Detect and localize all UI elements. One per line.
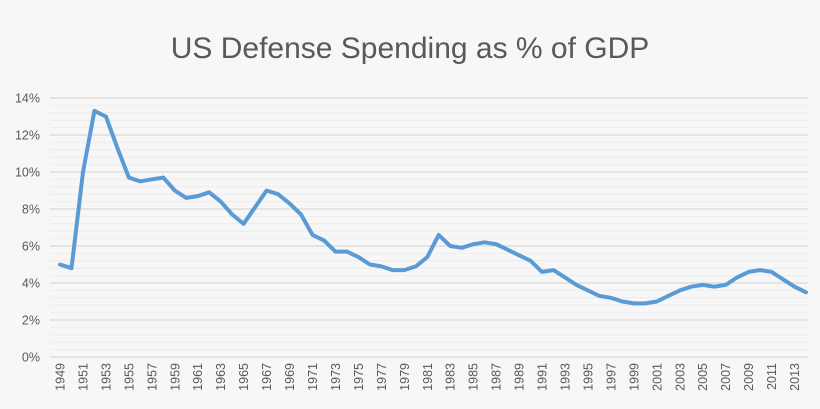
x-tick-label: 1967 [260,363,274,391]
x-tick-label: 1991 [536,363,550,391]
x-tick-label: 1961 [191,363,205,391]
x-tick-label: 1959 [168,363,182,391]
x-tick-label: 1951 [76,363,90,391]
x-tick-label: 1957 [145,363,159,391]
y-tick-label: 10% [15,166,40,180]
y-tick-label: 2% [22,314,40,328]
y-tick-label: 14% [15,92,40,106]
x-tick-label: 2009 [742,363,756,391]
x-tick-label: 1981 [421,363,435,391]
chart-title: US Defense Spending as % of GDP [170,32,650,65]
x-tick-label: 1989 [513,363,527,391]
x-tick-label: 2013 [788,363,802,391]
x-tick-label: 1971 [306,363,320,391]
x-tick-label: 1985 [467,363,481,391]
x-tick-label: 1983 [444,363,458,391]
x-tick-label: 1997 [604,363,618,391]
x-tick-label: 1999 [627,363,641,391]
y-tick-label: 0% [22,351,40,365]
series-line [58,108,808,306]
x-tick-label: 2005 [696,363,710,391]
y-tick-label: 6% [22,240,40,254]
x-tick-label: 2007 [719,363,733,391]
x-tick-label: 1993 [558,363,572,391]
x-tick-label: 1975 [352,363,366,391]
x-tick-label: 1973 [329,363,343,391]
x-tick-label: 1963 [214,363,228,391]
x-tick-label: 1953 [99,363,113,391]
x-tick-label: 1949 [54,363,68,391]
x-tick-label: 2001 [650,363,664,391]
y-tick-label: 8% [22,203,40,217]
x-tick-label: 1969 [283,363,297,391]
x-tick-label: 1955 [122,363,136,391]
x-tick-label: 1979 [398,363,412,391]
x-tick-label: 1995 [581,363,595,391]
y-tick-label: 4% [22,277,40,291]
x-tick-label: 2011 [765,363,779,390]
y-tick-label: 12% [15,129,40,143]
x-tick-label: 1987 [490,363,504,391]
x-tick-label: 2003 [673,363,687,391]
x-tick-label: 1965 [237,363,251,391]
x-tick-label: 1977 [375,363,389,391]
